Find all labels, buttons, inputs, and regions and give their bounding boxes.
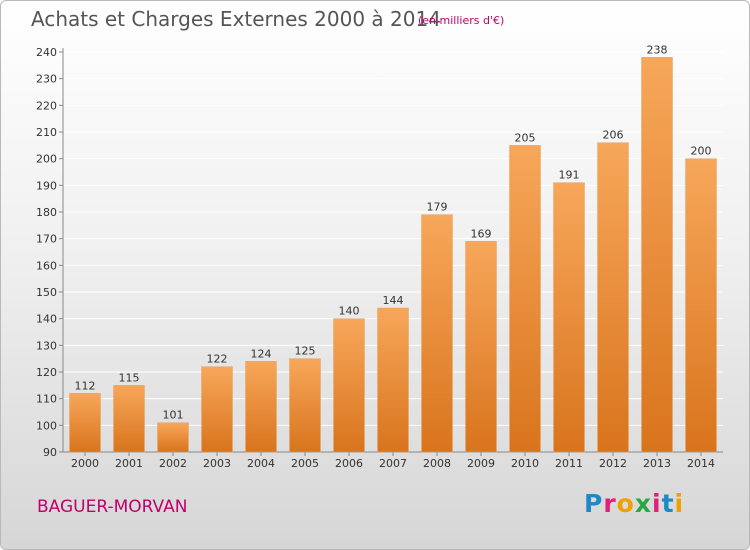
- bar-2007: [377, 307, 409, 453]
- chart-title: Achats et Charges Externes 2000 à 2014: [31, 7, 441, 31]
- x-tick-label: 2007: [379, 457, 407, 470]
- y-tick-label: 150: [36, 286, 57, 299]
- bar-2011: [553, 182, 585, 453]
- y-tick-label: 110: [36, 393, 57, 406]
- bar-2004: [245, 361, 277, 453]
- logo-letter: t: [661, 489, 675, 518]
- value-label: 125: [295, 345, 316, 358]
- bar-2009: [465, 241, 497, 453]
- x-tick-label: 2002: [159, 457, 187, 470]
- value-label: 205: [515, 131, 536, 144]
- x-tick-label: 2010: [511, 457, 539, 470]
- value-label: 124: [251, 347, 272, 360]
- bar-2014: [685, 158, 717, 453]
- chart-subtitle: (en milliers d'€): [418, 14, 505, 27]
- logo-letter: i: [674, 489, 685, 518]
- x-tick-label: 2004: [247, 457, 275, 470]
- logo-letter: r: [603, 489, 617, 518]
- bar-2003: [201, 366, 233, 453]
- logo-letter: x: [634, 489, 652, 518]
- x-tick-label: 2008: [423, 457, 451, 470]
- value-label: 206: [603, 129, 624, 142]
- bar-2005: [289, 358, 321, 453]
- value-label: 200: [691, 145, 712, 158]
- y-tick-label: 120: [36, 366, 57, 379]
- y-tick-label: 100: [36, 419, 57, 432]
- x-tick-label: 2009: [467, 457, 495, 470]
- x-tick-label: 2000: [71, 457, 99, 470]
- y-tick-label: 130: [36, 339, 57, 352]
- bar-2006: [333, 318, 365, 453]
- x-tick-label: 2006: [335, 457, 363, 470]
- y-tick-label: 180: [36, 206, 57, 219]
- y-tick-label: 210: [36, 126, 57, 139]
- value-label: 179: [427, 201, 448, 214]
- y-tick-label: 240: [36, 46, 57, 59]
- value-label: 140: [339, 305, 360, 318]
- proxiti-logo: Proxiti: [584, 489, 684, 518]
- y-tick-label: 170: [36, 233, 57, 246]
- bar-2001: [113, 385, 145, 453]
- x-tick-label: 2011: [555, 457, 583, 470]
- value-label: 115: [119, 371, 140, 384]
- value-label: 169: [471, 227, 492, 240]
- location-name: BAGUER-MORVAN: [37, 497, 188, 517]
- y-axis-ticks: 90 100 110 120 130 140 150 160 170 180 190 200 210 22…: [36, 46, 57, 459]
- bar-2013: [641, 57, 673, 453]
- x-tick-label: 2005: [291, 457, 319, 470]
- x-tick-label: 2012: [599, 457, 627, 470]
- data-labels: 112 115 101 122 124 125 140 144 179 169 205 191 206 2…: [75, 43, 712, 421]
- y-tick-label: 160: [36, 259, 57, 272]
- x-tick-label: 2001: [115, 457, 143, 470]
- x-axis-ticks: 2000 2001 2002 2003 2004 2005 2006 2007 2008 2009…: [71, 457, 715, 470]
- y-tick-label: 220: [36, 99, 57, 112]
- value-label: 144: [383, 294, 404, 307]
- bar-2010: [509, 145, 541, 453]
- value-label: 112: [75, 379, 96, 392]
- bars: [69, 57, 717, 453]
- bar-2012: [597, 142, 629, 453]
- logo-letter: o: [616, 489, 635, 518]
- y-tick-label: 230: [36, 73, 57, 86]
- y-tick-label: 200: [36, 153, 57, 166]
- bar-2002: [157, 422, 189, 453]
- value-label: 122: [207, 353, 228, 366]
- logo-letter: P: [584, 489, 604, 518]
- logo-letter: i: [652, 489, 662, 518]
- x-tick-label: 2003: [203, 457, 231, 470]
- bar-2008: [421, 214, 453, 453]
- y-tick-label: 190: [36, 179, 57, 192]
- x-tick-label: 2014: [687, 457, 715, 470]
- bar-2000: [69, 393, 101, 453]
- y-tick-label: 90: [43, 446, 57, 459]
- x-tick-label: 2013: [643, 457, 671, 470]
- value-label: 238: [647, 43, 668, 56]
- y-tick-label: 140: [36, 313, 57, 326]
- value-label: 191: [559, 169, 580, 182]
- value-label: 101: [163, 409, 184, 422]
